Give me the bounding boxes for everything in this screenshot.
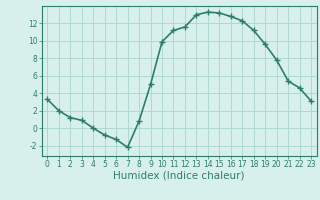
X-axis label: Humidex (Indice chaleur): Humidex (Indice chaleur) xyxy=(114,171,245,181)
